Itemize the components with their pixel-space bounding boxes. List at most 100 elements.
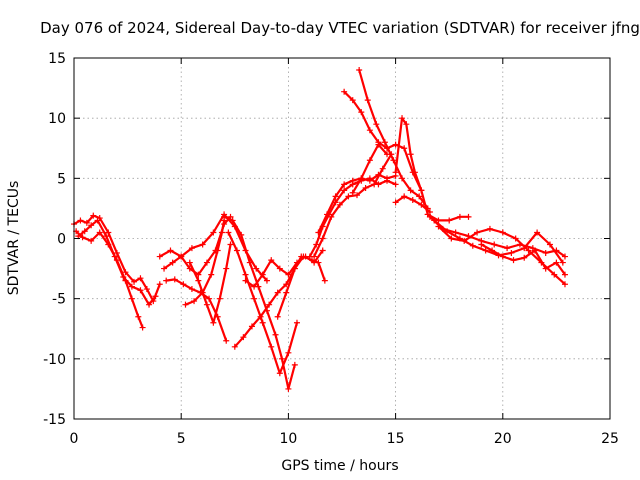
data-point (186, 259, 193, 266)
data-point (208, 271, 215, 278)
series-line (358, 68, 429, 210)
data-point (285, 385, 292, 392)
data-point (373, 121, 380, 128)
data-point (223, 337, 230, 344)
data-point (315, 259, 322, 266)
y-tick-label: 5 (57, 171, 66, 187)
data-point (371, 181, 378, 188)
series-track-19 (349, 141, 391, 196)
data-point (366, 127, 373, 134)
data-point (293, 319, 300, 326)
data-point (559, 259, 566, 266)
data-point (531, 247, 538, 254)
data-point (392, 169, 399, 176)
series-track-21 (392, 193, 433, 216)
data-point (341, 187, 348, 194)
data-point (83, 219, 90, 226)
data-point (210, 319, 217, 326)
data-point (366, 177, 373, 184)
data-point (188, 245, 195, 252)
data-point (257, 313, 264, 320)
data-point (375, 141, 382, 148)
series-track-16 (311, 151, 395, 260)
data-point (461, 237, 468, 244)
data-point (390, 157, 397, 164)
data-point (81, 228, 88, 235)
data-point (300, 253, 307, 260)
data-point (392, 199, 399, 206)
data-point (210, 229, 217, 236)
series-track-20 (392, 115, 431, 218)
data-point (392, 141, 399, 148)
data-point (546, 241, 553, 248)
data-point (188, 286, 195, 293)
data-point (561, 253, 568, 260)
data-point (285, 349, 292, 356)
data-point (169, 259, 176, 266)
data-point (274, 289, 281, 296)
data-point (103, 233, 110, 240)
data-point (276, 370, 283, 377)
data-point (379, 165, 386, 172)
data-point (384, 175, 391, 182)
x-tick-label: 5 (177, 431, 186, 447)
data-point (542, 265, 549, 272)
x-tick-label: 25 (601, 431, 619, 447)
series-line (77, 219, 157, 306)
data-point (96, 229, 103, 236)
tick-marks (73, 57, 611, 420)
data-point (131, 278, 138, 285)
data-point (259, 271, 266, 278)
data-point (272, 331, 279, 338)
series-track-13 (274, 253, 328, 320)
series-track-26 (478, 241, 568, 278)
data-point (152, 293, 159, 300)
data-point (431, 217, 438, 224)
data-point (416, 193, 423, 200)
data-point (203, 301, 210, 308)
data-point (332, 193, 339, 200)
data-point (319, 235, 326, 242)
series-line (308, 177, 397, 258)
data-point (358, 109, 365, 116)
data-point (263, 277, 270, 284)
data-point (354, 192, 361, 199)
series-line (227, 231, 299, 375)
data-point (474, 229, 481, 236)
data-point (180, 281, 187, 288)
series-track-14 (306, 175, 399, 260)
data-point (319, 247, 326, 254)
data-point (268, 257, 275, 264)
data-series-group (71, 67, 568, 392)
data-point (489, 247, 496, 254)
data-point (238, 231, 245, 238)
data-point (253, 265, 260, 272)
data-point (225, 229, 232, 236)
data-point (137, 287, 144, 294)
data-point (229, 217, 236, 224)
data-point (111, 253, 118, 260)
data-point (223, 265, 230, 272)
data-point (512, 235, 519, 242)
data-point (401, 145, 408, 152)
data-point (274, 313, 281, 320)
data-point (478, 241, 485, 248)
data-point (551, 271, 558, 278)
data-point (90, 212, 97, 219)
data-point (113, 249, 120, 256)
data-point (381, 139, 388, 146)
data-point (426, 213, 433, 220)
y-tick-label: 0 (57, 232, 66, 248)
data-point (323, 211, 330, 218)
series-track-6 (163, 276, 230, 344)
x-tick-labels: 0 5 10 15 20 25 (70, 431, 619, 447)
data-point (534, 229, 541, 236)
y-tick-label: -10 (43, 352, 66, 368)
y-axis-label: SDTVAR / TECUs (6, 181, 22, 296)
data-point (328, 213, 335, 220)
series-track-15 (315, 171, 399, 236)
data-point (120, 274, 127, 281)
data-point (178, 253, 185, 260)
data-point (218, 229, 225, 236)
data-point (561, 281, 568, 288)
